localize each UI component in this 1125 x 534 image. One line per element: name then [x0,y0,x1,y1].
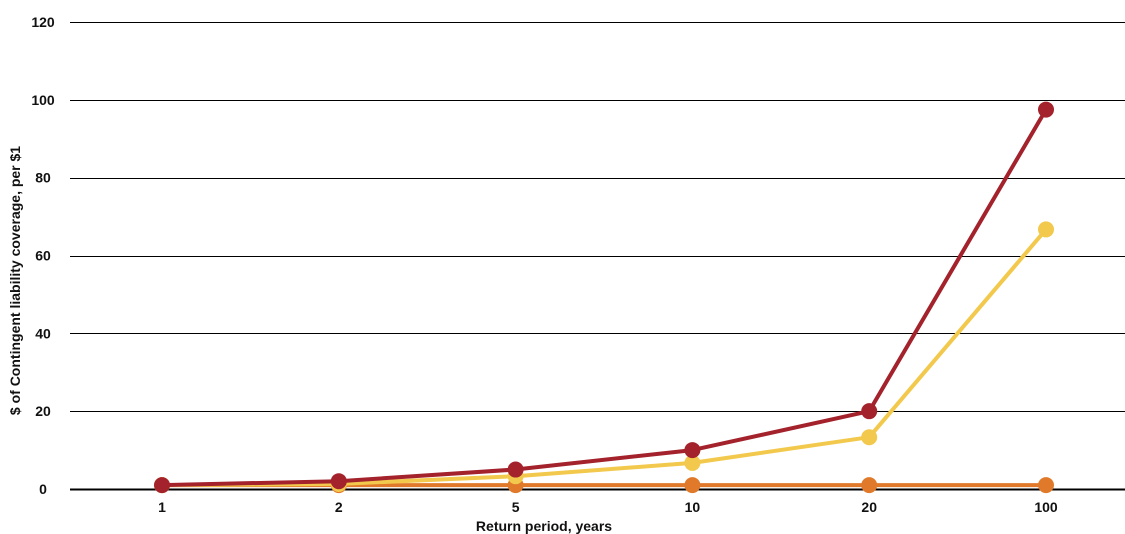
y-tick-label: 40 [35,325,51,341]
data-point [861,429,877,445]
y-tick-label: 60 [35,248,51,264]
y-tick-label: 80 [35,170,51,186]
x-tick-label: 10 [685,499,701,515]
x-tick-labels: 1 2 5 10 20 100 [158,499,1058,515]
y-tick-label: 20 [35,403,51,419]
data-point [1038,477,1054,493]
y-tick-label: 0 [39,481,47,497]
y-axis-title: $ of Contingent liability coverage, per … [7,146,23,415]
y-tick-label: 100 [31,92,55,108]
data-point [684,477,700,493]
series-3 [154,102,1054,494]
x-axis-title: Return period, years [476,518,612,534]
y-tick-label: 120 [31,14,55,30]
data-point [331,473,347,489]
gridlines [70,23,1125,490]
x-tick-label: 2 [335,499,343,515]
data-point [1038,221,1054,237]
data-point [508,462,524,478]
data-point [861,477,877,493]
data-point [684,442,700,458]
data-point [861,403,877,419]
x-tick-label: 20 [861,499,877,515]
series-line [162,229,1046,485]
x-tick-label: 1 [158,499,166,515]
data-point [1038,102,1054,118]
series-2 [154,221,1054,493]
data-point [154,477,170,493]
x-tick-label: 5 [512,499,520,515]
series-group [154,102,1054,494]
x-tick-label: 100 [1034,499,1058,515]
y-tick-labels: 0 20 40 60 80 100 120 [31,14,55,497]
series-line [162,110,1046,486]
